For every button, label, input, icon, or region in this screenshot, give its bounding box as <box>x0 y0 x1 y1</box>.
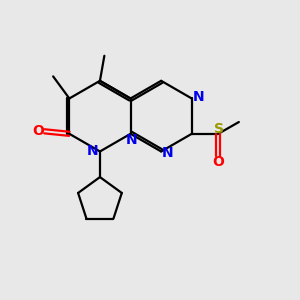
Text: N: N <box>87 145 98 158</box>
Text: S: S <box>214 122 224 136</box>
Text: N: N <box>192 90 204 104</box>
Text: O: O <box>33 124 44 138</box>
Text: O: O <box>212 155 224 169</box>
Text: N: N <box>162 146 173 160</box>
Text: N: N <box>125 133 137 147</box>
